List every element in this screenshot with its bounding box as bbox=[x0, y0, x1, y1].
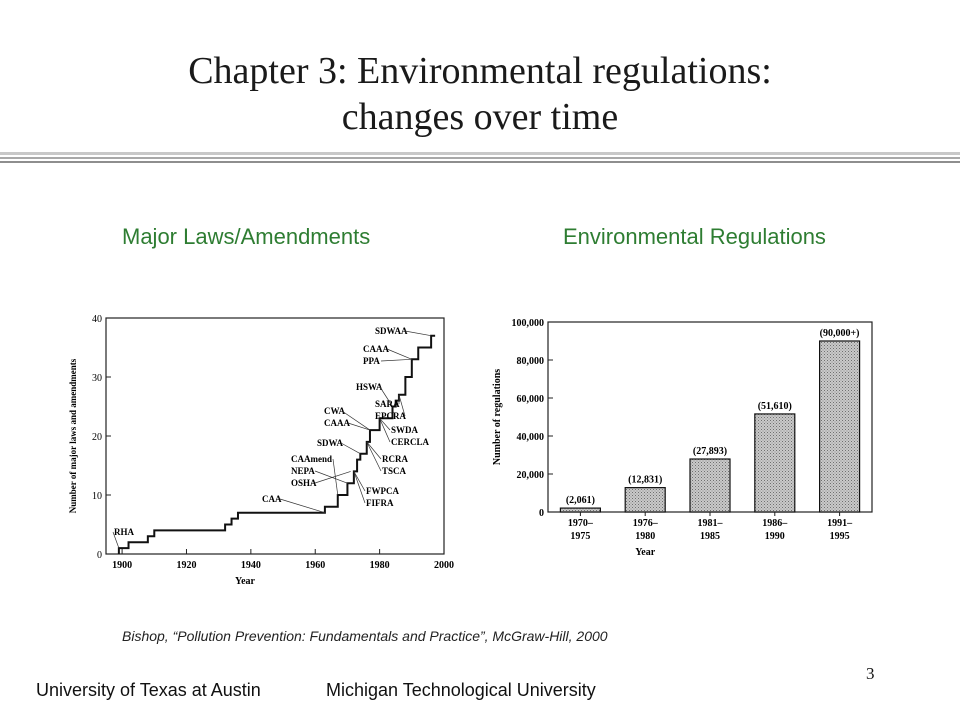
regulation-bar bbox=[559, 507, 602, 513]
title-divider bbox=[0, 152, 960, 155]
law-annotation-leader bbox=[353, 471, 366, 492]
regulation-bar bbox=[754, 413, 796, 513]
x-tick-label: 1970– bbox=[568, 518, 594, 529]
law-annotation: CAAA bbox=[324, 418, 350, 428]
left-chart-heading: Major Laws/Amendments bbox=[122, 224, 371, 249]
slide-title-line-1: Chapter 3: Environmental regulations: bbox=[188, 50, 772, 92]
law-annotation: TSCA bbox=[382, 466, 407, 476]
y-axis-label: Number of regulations bbox=[492, 369, 503, 465]
y-tick-label: 40,000 bbox=[517, 432, 545, 443]
right-chart-heading: Environmental Regulations bbox=[563, 224, 826, 249]
y-tick-label: 40 bbox=[92, 314, 102, 325]
law-annotation: CERCLA bbox=[391, 437, 430, 447]
law-annotation-leader bbox=[341, 410, 371, 431]
footer-university-texas: University of Texas at Austin bbox=[36, 680, 261, 700]
x-tick-label: 1991– bbox=[827, 518, 853, 529]
x-tick-label: 2000 bbox=[434, 560, 454, 571]
y-tick-label: 30 bbox=[92, 373, 102, 384]
law-annotation: SDWAA bbox=[375, 326, 408, 336]
laws-step-chart: 0 10 20 30 40 1900 1920 1940 1960 1980 2000 Year Num… bbox=[68, 314, 454, 587]
y-tick-label: 0 bbox=[539, 508, 544, 519]
regulation-bar bbox=[624, 487, 666, 513]
bar-value-label: (27,893) bbox=[693, 446, 727, 457]
y-tick-label: 80,000 bbox=[517, 356, 545, 367]
x-tick-label: 1960 bbox=[305, 560, 325, 571]
plot-frame bbox=[105, 317, 445, 555]
laws-step-line bbox=[117, 334, 436, 554]
bar-value-label: (2,061) bbox=[566, 495, 595, 506]
law-annotation-leader bbox=[314, 470, 348, 484]
x-axis-label: Year bbox=[235, 576, 256, 587]
law-annotation: SARA bbox=[375, 399, 400, 409]
law-annotation: HSWA bbox=[356, 382, 383, 392]
law-annotation: RCRA bbox=[382, 454, 408, 464]
y-tick-label: 100,000 bbox=[512, 318, 545, 329]
x-tick-label: 1990 bbox=[765, 531, 785, 542]
law-annotation-leader bbox=[379, 386, 393, 407]
law-annotation-leader bbox=[404, 330, 432, 337]
y-tick-label: 20 bbox=[92, 432, 102, 443]
title-divider-3 bbox=[0, 161, 960, 163]
x-tick-label: 1920 bbox=[176, 560, 196, 571]
law-annotation-leader bbox=[380, 358, 412, 362]
slide-title-line-2: changes over time bbox=[341, 96, 619, 138]
x-tick-label: 1976– bbox=[633, 518, 659, 529]
bar-value-label: (12,831) bbox=[628, 475, 662, 486]
x-tick-label: 1980 bbox=[370, 560, 390, 571]
x-tick-label: 1980 bbox=[635, 531, 655, 542]
law-annotation-leader bbox=[379, 418, 391, 443]
law-annotation-leader bbox=[353, 471, 366, 504]
citation: Bishop, “Pollution Prevention: Fundament… bbox=[122, 628, 608, 644]
bar-value-label: (51,610) bbox=[758, 401, 792, 412]
law-annotation-leader bbox=[398, 394, 406, 417]
law-annotation: SWDA bbox=[391, 425, 419, 435]
law-annotation: FIFRA bbox=[366, 498, 394, 508]
title-divider-2 bbox=[0, 157, 960, 159]
law-annotation-leader bbox=[340, 442, 361, 455]
bar-value-label: (90,000+) bbox=[820, 328, 860, 339]
y-axis-label: Number of major laws and amendments bbox=[68, 358, 78, 513]
law-annotation-leader bbox=[112, 531, 120, 549]
x-tick-label: 1940 bbox=[241, 560, 261, 571]
law-annotation: CWA bbox=[324, 406, 346, 416]
law-annotation: CAAmend bbox=[291, 454, 332, 464]
regulation-bar bbox=[819, 340, 861, 513]
y-tick-label: 0 bbox=[97, 550, 102, 561]
footer-university-michigan: Michigan Technological University bbox=[326, 680, 596, 700]
y-tick-label: 10 bbox=[92, 491, 102, 502]
law-annotation: CAA bbox=[262, 494, 282, 504]
law-annotation-leader bbox=[379, 418, 391, 431]
regulations-bar-chart: 0 20,000 40,000 60,000 80,000 100,000 Number o… bbox=[492, 318, 873, 558]
y-tick-label: 60,000 bbox=[517, 394, 545, 405]
y-tick-label: 20,000 bbox=[517, 470, 545, 481]
x-tick-label: 1986– bbox=[762, 518, 788, 529]
x-tick-label: 1995 bbox=[830, 531, 850, 542]
page-number: 3 bbox=[866, 664, 875, 683]
x-axis-label: Year bbox=[635, 547, 656, 558]
x-tick-label: 1981– bbox=[698, 518, 724, 529]
law-annotation: CAAA bbox=[363, 344, 389, 354]
x-tick-label: 1900 bbox=[112, 560, 132, 571]
law-annotation-leader bbox=[366, 441, 382, 460]
law-annotation-leader bbox=[314, 471, 351, 484]
law-annotation: RHA bbox=[114, 527, 135, 537]
law-annotation-leader bbox=[279, 498, 325, 514]
law-annotation-leader bbox=[347, 422, 371, 431]
law-annotation: OSHA bbox=[291, 478, 317, 488]
law-annotation: EPCRA bbox=[375, 411, 406, 421]
law-annotation-leader bbox=[366, 441, 382, 472]
law-annotation: SDWA bbox=[317, 438, 344, 448]
law-annotation: FWPCA bbox=[366, 486, 399, 496]
slide-title: Chapter 3: Environmental regulations: ch… bbox=[0, 48, 960, 140]
x-tick-label: 1975 bbox=[570, 531, 590, 542]
law-annotation: PPA bbox=[363, 356, 380, 366]
x-tick-label: 1985 bbox=[700, 531, 720, 542]
law-annotation-leader bbox=[386, 348, 412, 360]
regulation-bar bbox=[689, 458, 731, 513]
law-annotation-leader bbox=[332, 458, 339, 496]
law-annotation: NEPA bbox=[291, 466, 315, 476]
